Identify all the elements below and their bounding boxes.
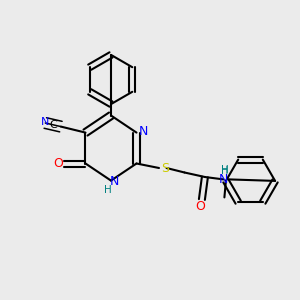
- Text: H: H: [220, 165, 228, 176]
- Text: N: N: [219, 173, 228, 186]
- Text: H: H: [221, 166, 229, 176]
- Text: H: H: [104, 185, 112, 195]
- Text: N: N: [40, 117, 49, 127]
- Text: N: N: [109, 175, 119, 188]
- Text: N: N: [138, 125, 148, 139]
- Text: O: O: [196, 200, 205, 213]
- Text: S: S: [161, 161, 169, 175]
- Text: O: O: [54, 157, 63, 170]
- Text: C: C: [49, 120, 57, 130]
